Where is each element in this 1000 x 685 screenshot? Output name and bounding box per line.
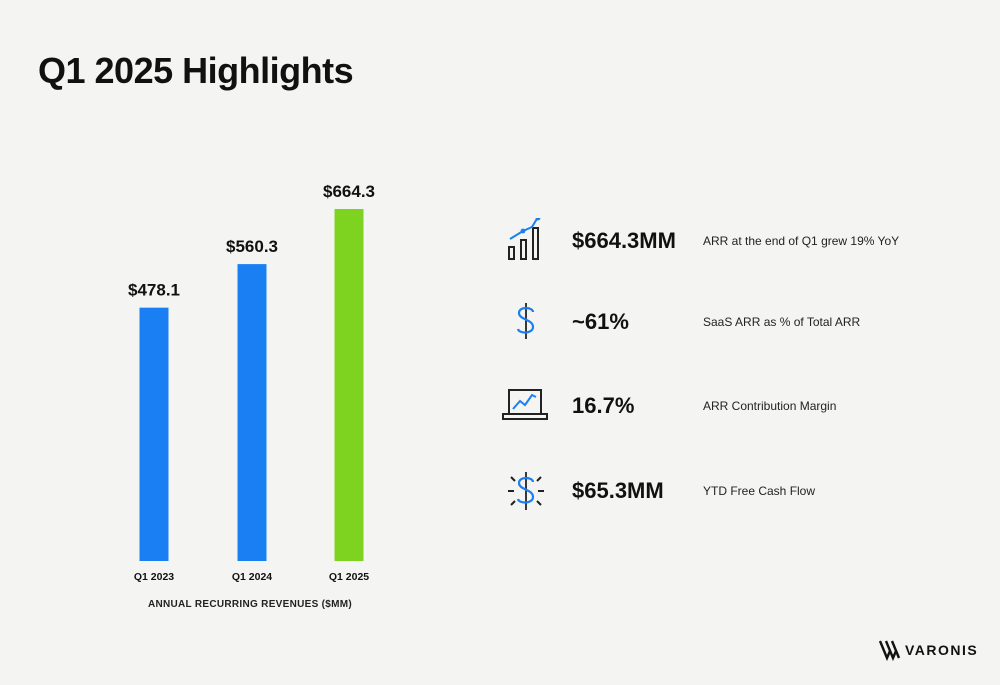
metric-value: 16.7%	[572, 393, 635, 418]
metric-contribution-margin: 16.7% ARR Contribution Margin	[500, 383, 940, 429]
page-title: Q1 2025 Highlights	[38, 50, 354, 91]
dollar-icon	[516, 303, 535, 339]
metric-free-cash-flow: $65.3MM YTD Free Cash Flow	[500, 468, 940, 514]
metric-value: ~61%	[572, 309, 629, 334]
metric-description: YTD Free Cash Flow	[703, 484, 816, 498]
bar-q1-2023	[139, 307, 169, 561]
bar-value-label: $560.3	[226, 237, 278, 256]
bar-q1-2024	[237, 264, 267, 561]
metric-arr: $664.3MM ARR at the end of Q1 grew 19% Y…	[500, 218, 940, 264]
arr-bar-chart: $478.1 Q1 2023 $560.3 Q1 2024 $664.3 Q1 2025	[128, 182, 375, 583]
laptop-chart-icon	[502, 389, 548, 420]
growth-chart-icon	[508, 218, 541, 260]
x-tick-label: Q1 2023	[134, 571, 174, 583]
bar-value-label: $478.1	[128, 281, 180, 300]
metric-description: SaaS ARR as % of Total ARR	[703, 315, 861, 329]
varonis-logo-mark	[878, 640, 901, 662]
bar-q1-2025	[334, 209, 364, 561]
metric-saas-arr: ~61% SaaS ARR as % of Total ARR	[500, 299, 940, 345]
x-axis-label: ANNUAL RECURRING REVENUES ($MM)	[147, 599, 353, 610]
metric-description: ARR at the end of Q1 grew 19% YoY	[703, 234, 900, 248]
metric-value: $664.3MM	[572, 228, 676, 253]
varonis-logo: VARONIS	[878, 638, 988, 662]
x-tick-label: Q1 2025	[329, 571, 369, 583]
metric-value: $65.3MM	[572, 478, 664, 503]
x-tick-label: Q1 2024	[232, 571, 272, 583]
bar-value-label: $664.3	[323, 182, 375, 201]
metric-description: ARR Contribution Margin	[703, 399, 837, 413]
dollar-burst-icon	[508, 472, 544, 510]
varonis-logo-text: VARONIS	[905, 642, 979, 658]
